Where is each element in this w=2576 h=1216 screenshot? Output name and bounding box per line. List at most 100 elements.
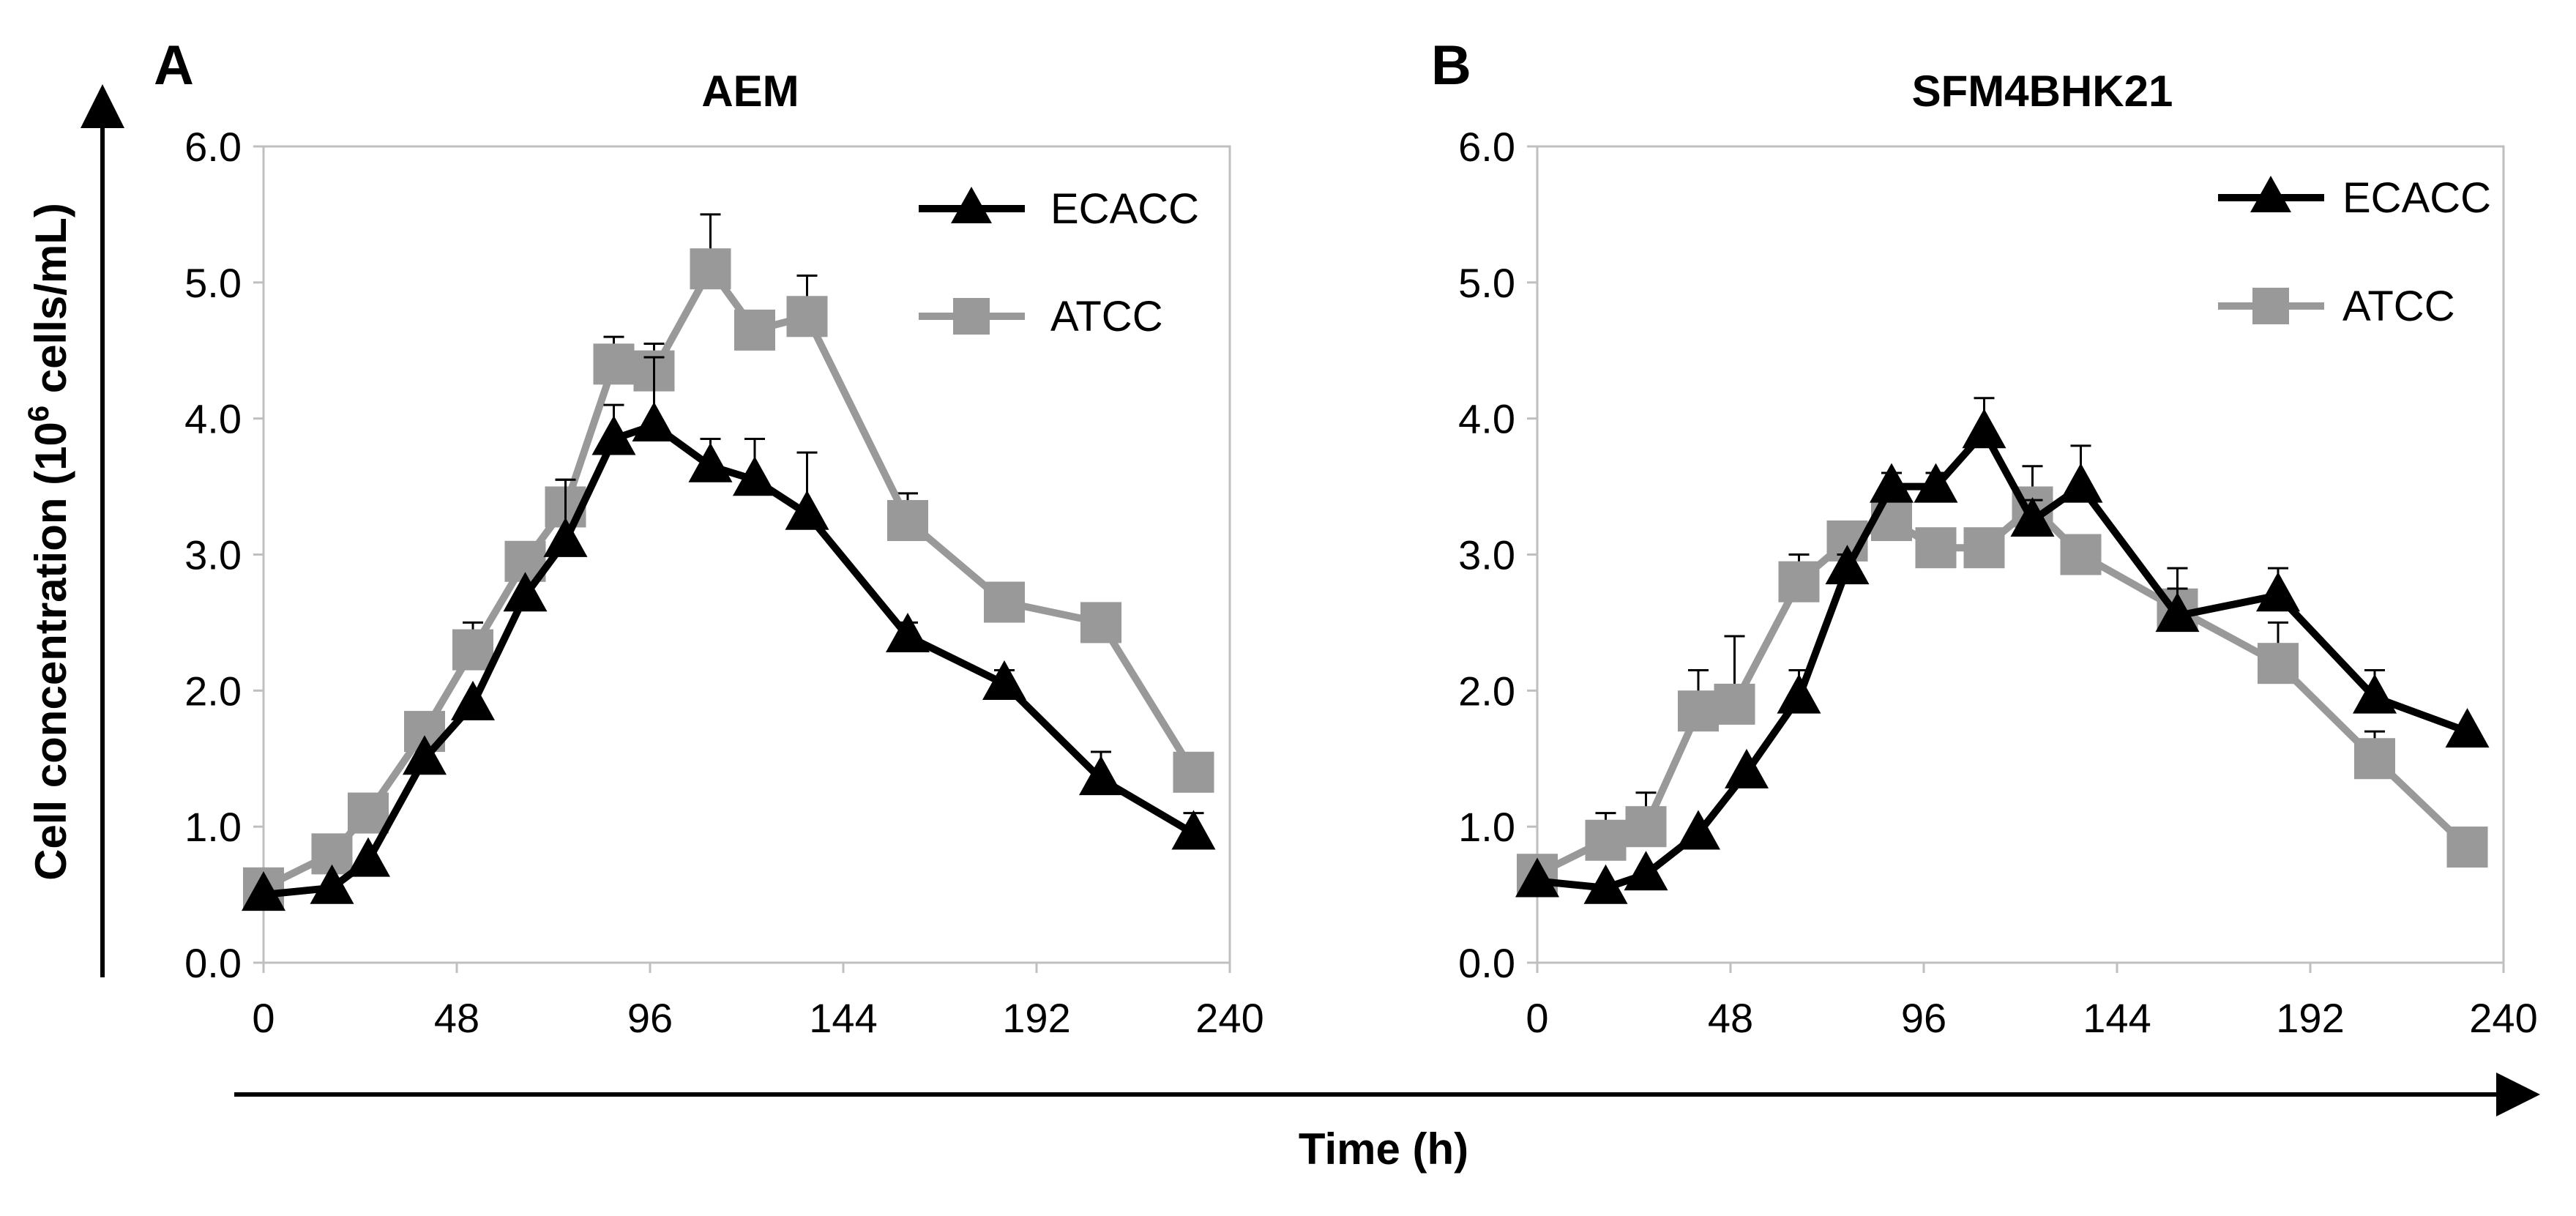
panel-b-ytick-label: 0.0 — [1458, 940, 1515, 986]
point-ecacc — [1725, 748, 1769, 788]
point-atcc — [1915, 527, 1957, 569]
point-ecacc — [403, 735, 447, 775]
panel-a-ytick-label: 5.0 — [184, 260, 242, 306]
panel-b-ytick-label: 3.0 — [1458, 532, 1515, 578]
point-atcc — [1625, 806, 1667, 848]
y-axis-label: Cell concentration (106 cells/mL) — [23, 203, 75, 881]
point-atcc — [887, 500, 928, 542]
legend-b-atcc-label: ATCC — [2342, 283, 2455, 330]
panel-a-ytick-label: 4.0 — [184, 396, 242, 442]
point-ecacc — [1777, 674, 1821, 714]
panel-b-title: SFM4BHK21 — [1912, 67, 2173, 116]
point-ecacc — [982, 660, 1026, 701]
panel-b-ytick-label: 4.0 — [1458, 396, 1515, 442]
point-atcc — [348, 792, 389, 834]
point-atcc — [2446, 827, 2488, 868]
point-ecacc — [2445, 708, 2490, 748]
point-atcc — [1778, 561, 1820, 603]
point-ecacc — [346, 837, 390, 877]
panel-a-ytick-label: 1.0 — [184, 804, 242, 850]
point-ecacc — [1171, 810, 1216, 850]
panel-a-series-ecacc — [242, 356, 1216, 911]
panel-a-xtick-label: 48 — [434, 995, 479, 1041]
panel-b: B SFM4BHK21 0.0 1.0 2.0 3.0 4.0 5.0 6.0 0 48 96 14… — [1431, 34, 2538, 1041]
point-ecacc — [785, 490, 829, 530]
point-atcc — [1080, 602, 1121, 644]
point-ecacc — [1583, 864, 1628, 904]
point-ecacc — [2256, 572, 2300, 612]
panel-b-xtick-label: 192 — [2276, 995, 2344, 1041]
point-ecacc — [1962, 409, 2006, 449]
legend-a-ecacc-label: ECACC — [1050, 185, 1199, 233]
panel-b-ytick-label: 6.0 — [1458, 124, 1515, 170]
point-atcc — [1963, 527, 2005, 569]
point-atcc — [1714, 683, 1755, 725]
legend-a-atcc-label: ATCC — [1050, 293, 1163, 340]
panel-a-xtick-label: 144 — [809, 995, 877, 1041]
panel-a-title: AEM — [701, 67, 799, 116]
panel-b-ytick-label: 5.0 — [1458, 260, 1515, 306]
panel-b-axes: 0.0 1.0 2.0 3.0 4.0 5.0 6.0 0 48 96 144 192 240 — [1458, 124, 2538, 1041]
point-ecacc — [733, 456, 777, 496]
panel-b-series-ecacc — [1515, 397, 2490, 904]
point-ecacc — [591, 415, 636, 455]
point-atcc — [690, 248, 731, 290]
panel-b-xtick-label: 240 — [2469, 995, 2537, 1041]
point-ecacc — [310, 864, 354, 904]
panel-a-ytick-label: 6.0 — [184, 124, 242, 170]
point-ecacc — [1676, 810, 1720, 850]
panel-b-xtick-label: 48 — [1708, 995, 1753, 1041]
panel-a-axes: 0.0 1.0 2.0 3.0 4.0 5.0 6.0 0 48 96 144 192 240 — [184, 124, 1264, 1041]
panel-b-series-atcc — [1517, 465, 2488, 895]
panel-a-ytick-label: 3.0 — [184, 532, 242, 578]
legend-b-ecacc-label: ECACC — [2342, 174, 2491, 222]
panel-a-xtick-label: 96 — [627, 995, 673, 1041]
series-line-atcc — [1535, 503, 2470, 878]
point-atcc — [734, 309, 775, 351]
point-ecacc — [688, 442, 733, 482]
legend-b-ecacc-marker — [2250, 176, 2291, 212]
point-ecacc — [2010, 497, 2055, 537]
panel-a-letter: A — [154, 34, 194, 97]
point-atcc — [2354, 738, 2395, 780]
point-ecacc — [632, 401, 676, 441]
point-ecacc — [2058, 463, 2103, 503]
point-atcc — [1173, 751, 1214, 793]
point-ecacc — [886, 613, 930, 652]
series-line-ecacc — [1537, 428, 2469, 892]
point-atcc — [2258, 643, 2299, 685]
panel-a: A AEM 0.0 1.0 2.0 3.0 4.0 5.0 6.0 0 48 96 144 192 24… — [154, 34, 1264, 1041]
panel-b-ytick-label: 2.0 — [1458, 668, 1515, 714]
panel-b-xtick-label: 96 — [1901, 995, 1946, 1041]
point-ecacc — [451, 680, 495, 720]
panel-a-xtick-label: 0 — [252, 995, 275, 1041]
legend-a-atcc-marker — [953, 298, 990, 335]
legend-b-atcc-marker — [2252, 288, 2289, 324]
point-ecacc — [543, 517, 588, 557]
panel-a-xtick-label: 240 — [1195, 995, 1263, 1041]
point-atcc — [1585, 819, 1627, 861]
panel-a-legend: ECACC ATCC — [919, 185, 1199, 340]
x-axis-label: Time (h) — [1299, 1124, 1468, 1174]
point-ecacc — [242, 871, 285, 911]
panel-b-series — [1515, 397, 2490, 904]
panel-a-ytick-label: 0.0 — [184, 940, 242, 986]
point-ecacc — [503, 572, 548, 612]
point-ecacc — [2155, 592, 2200, 633]
point-atcc — [1678, 690, 1719, 732]
point-ecacc — [1914, 463, 1958, 503]
panel-b-xtick-label: 0 — [1526, 995, 1548, 1041]
panel-b-letter: B — [1431, 34, 1471, 97]
point-ecacc — [1515, 857, 1559, 898]
panel-a-plot-frame — [262, 145, 1231, 964]
point-atcc — [2060, 534, 2102, 575]
point-atcc — [593, 343, 635, 385]
point-atcc — [452, 629, 493, 671]
point-ecacc — [1825, 545, 1870, 585]
panel-b-xtick-label: 144 — [2083, 995, 2151, 1041]
legend-a-ecacc-marker — [951, 187, 992, 223]
point-atcc — [786, 296, 828, 337]
point-ecacc — [2353, 674, 2397, 714]
panel-b-legend: ECACC ATCC — [2218, 174, 2491, 330]
